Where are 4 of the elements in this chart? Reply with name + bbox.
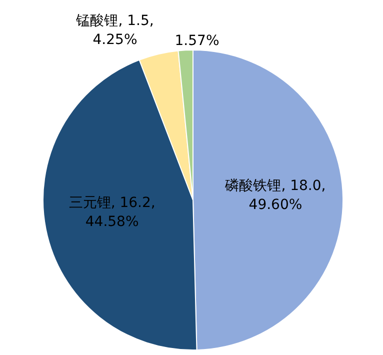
slice-label: 锰酸锂, 1.5, 4.25% — [75, 13, 154, 48]
slice-label: 磷酸铁锂, 18.0, 49.60% — [224, 178, 326, 213]
slice-label: 三元锂, 16.2, 44.58% — [68, 195, 156, 230]
data-label: 1.57% — [174, 33, 220, 49]
